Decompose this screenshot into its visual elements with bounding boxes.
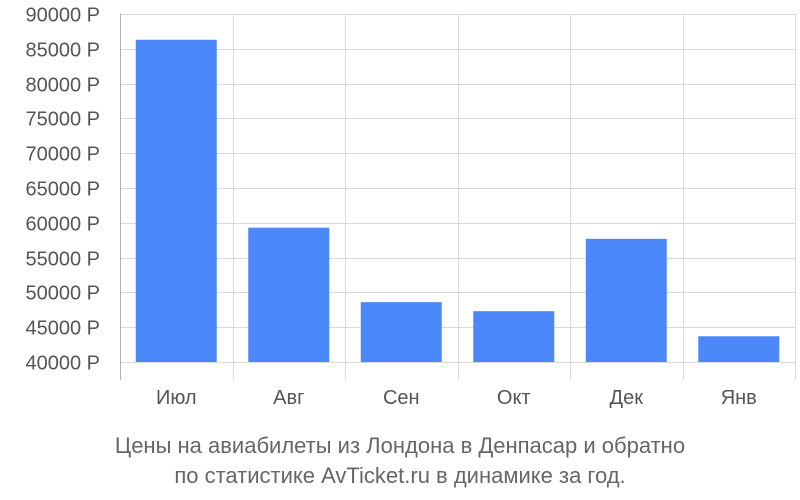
y-tick-label: 40000 Р [25, 353, 100, 375]
x-tick-label: Авг [273, 387, 304, 409]
y-tick-label: 75000 Р [25, 109, 100, 131]
chart-caption-line-2: по статистике AvTicket.ru в динамике за … [174, 463, 626, 488]
y-tick-label: 50000 Р [25, 283, 100, 305]
bar-Авг [248, 227, 330, 362]
y-tick-label: 90000 Р [25, 5, 100, 27]
bar-Окт [473, 311, 555, 362]
x-tick-label: Сен [383, 387, 420, 409]
x-tick-label: Янв [721, 387, 757, 409]
x-tick-label: Окт [497, 387, 531, 409]
y-tick-label: 60000 Р [25, 214, 100, 236]
bar-Дек [585, 238, 667, 362]
x-tick-label: Дек [610, 387, 644, 409]
bar-Сен [360, 302, 442, 362]
bar-Июл [135, 39, 217, 362]
y-tick-label: 55000 Р [25, 249, 100, 271]
bar-chart: 40000 Р 45000 Р 50000 Р 55000 Р 60000 Р 65000… [25, 5, 796, 409]
chart-caption-line-1: Цены на авиабилеты из Лондона в Денпасар… [114, 433, 686, 458]
x-tick-label: Июл [156, 387, 197, 409]
bar-Янв [698, 336, 780, 362]
y-tick-label: 70000 Р [25, 144, 100, 166]
y-tick-label: 45000 Р [25, 318, 100, 340]
y-tick-label: 65000 Р [25, 179, 100, 201]
y-tick-label: 85000 Р [25, 40, 100, 62]
y-tick-label: 80000 Р [25, 75, 100, 97]
